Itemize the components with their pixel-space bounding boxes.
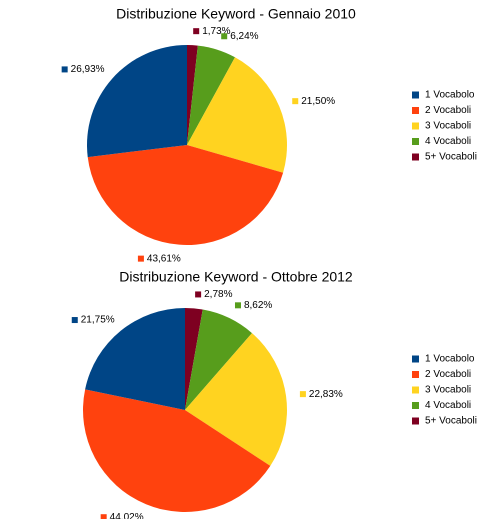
value-label: 8,62%: [244, 300, 272, 311]
value-label-marker: [299, 391, 306, 398]
pie-slice: [82, 389, 271, 513]
chart-title: Distribuzione Keyword - Ottobre 2012: [119, 269, 353, 285]
legend-swatch: [412, 138, 419, 145]
legend-swatch: [412, 371, 419, 378]
value-label: 44,02%: [110, 512, 144, 519]
legend-swatch: [412, 107, 419, 114]
value-label: 21,50%: [301, 96, 335, 107]
value-label: 6,24%: [230, 31, 258, 42]
value-label-marker: [137, 255, 144, 262]
pie-slice: [185, 333, 288, 466]
legend-label: 2 Vocaboli: [425, 369, 471, 380]
value-label: 1,73%: [202, 26, 230, 37]
legend-swatch: [412, 122, 419, 130]
pie-slice: [87, 45, 187, 158]
chart-title: Distribuzione Keyword - Gennaio 2010: [116, 6, 356, 22]
legend-label: 3 Vocaboli: [425, 121, 471, 132]
legend-label: 5+ Vocaboli: [425, 152, 477, 163]
legend-label: 5+ Vocaboli: [425, 416, 477, 427]
legend-label: 3 Vocaboli: [425, 385, 471, 396]
value-label: 21,75%: [81, 315, 115, 326]
pie-slice: [187, 45, 236, 146]
pie-slice: [187, 57, 287, 173]
value-label: 2,78%: [204, 289, 232, 300]
value-label-marker: [193, 28, 200, 35]
legend-swatch: [412, 91, 419, 99]
pie-slice: [87, 145, 284, 245]
value-label-marker: [61, 66, 68, 73]
pie-slice: [185, 308, 203, 410]
legend-label: 4 Vocaboli: [425, 400, 471, 411]
legend-swatch: [412, 402, 419, 409]
legend-swatch: [412, 417, 419, 425]
legend-label: 4 Vocaboli: [425, 136, 471, 147]
value-label-marker: [195, 291, 202, 298]
legend-swatch: [412, 386, 419, 394]
pie-slice: [185, 309, 252, 410]
value-label-marker: [221, 33, 228, 40]
value-label: 22,83%: [309, 389, 343, 400]
legend-label: 1 Vocabolo: [425, 354, 475, 365]
legend-label: 1 Vocabolo: [425, 90, 475, 101]
legend-label: 2 Vocaboli: [425, 105, 471, 116]
legend-swatch: [412, 153, 419, 161]
pie-slice: [85, 308, 185, 410]
value-label: 26,93%: [71, 64, 105, 75]
value-label-marker: [71, 317, 78, 324]
value-label-marker: [100, 514, 107, 519]
value-label: 43,61%: [147, 253, 181, 264]
value-label-marker: [292, 98, 299, 105]
legend-swatch: [412, 355, 419, 363]
value-label-marker: [234, 302, 241, 309]
pie-slice: [187, 45, 198, 145]
